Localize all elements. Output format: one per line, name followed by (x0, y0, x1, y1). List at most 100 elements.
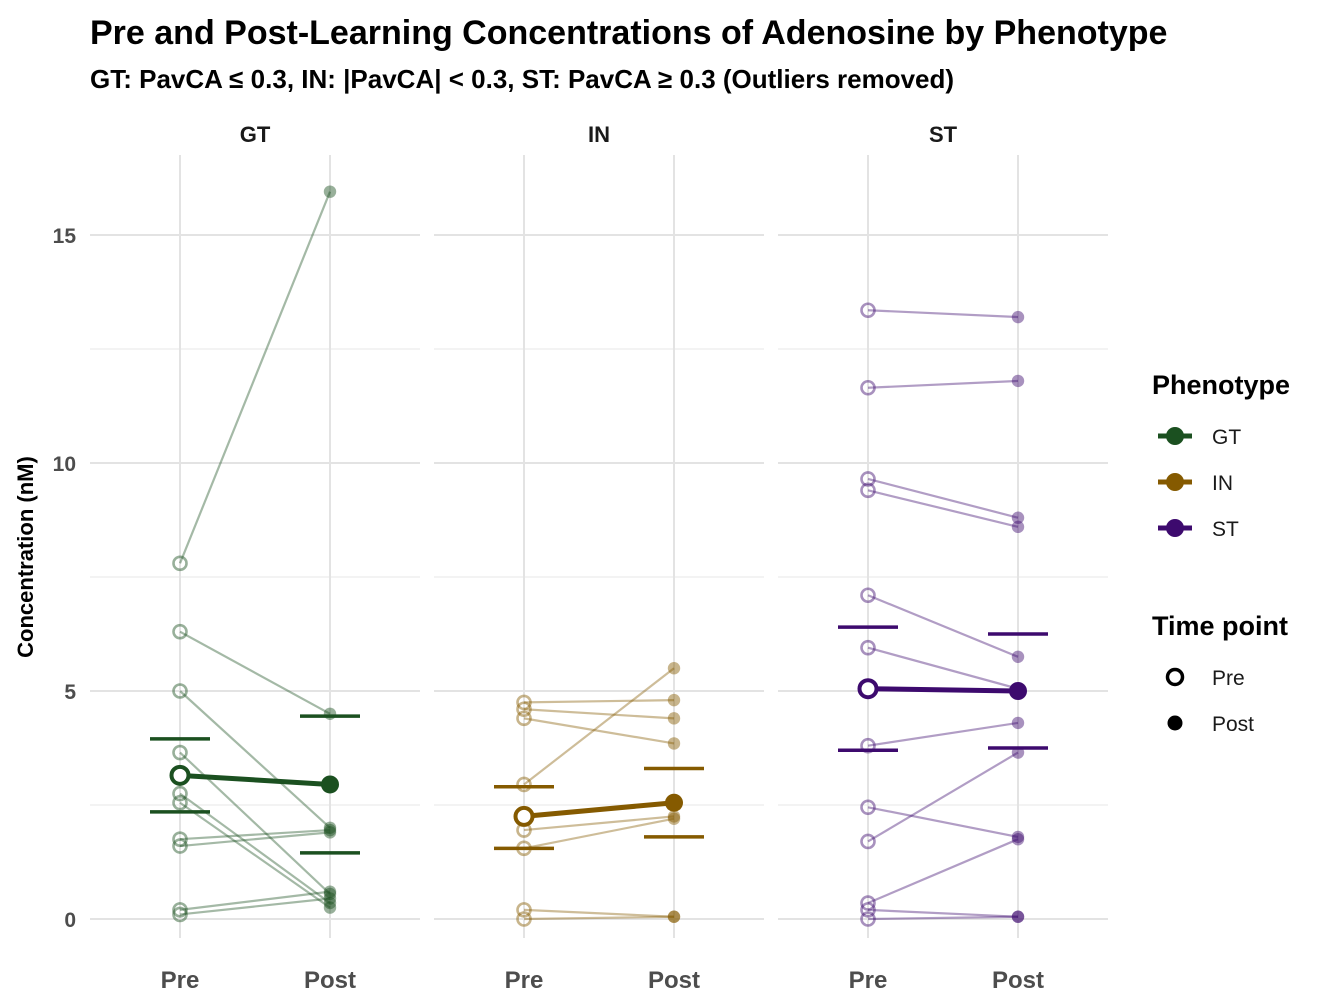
x-tick-label: Post (648, 967, 700, 994)
mean-pre-point (513, 805, 535, 827)
post-point (1011, 511, 1025, 524)
pre-point (172, 683, 188, 699)
mean-pre-point (169, 764, 191, 786)
pre-point (516, 902, 532, 918)
subject-line (867, 489, 1019, 528)
pre-point (172, 744, 188, 761)
y-tick-label: 0 (64, 909, 76, 932)
post-point (1011, 374, 1025, 388)
mean-post-point (665, 793, 683, 812)
mean-line (867, 686, 1019, 694)
pre-point (172, 785, 188, 802)
post-point (323, 892, 337, 905)
pre-point (860, 833, 876, 850)
legend-label: IN (1212, 472, 1233, 495)
legend-key-point (1166, 427, 1184, 445)
pre-point (172, 623, 188, 640)
subject-line (867, 646, 1019, 690)
post-point (323, 885, 337, 898)
subject-line (867, 594, 1019, 658)
post-point (323, 901, 337, 914)
subject-line (179, 690, 331, 829)
post-point (667, 810, 681, 823)
subject-line (179, 831, 331, 848)
post-point (667, 737, 681, 750)
legend-title-phenotype: Phenotype (1152, 370, 1290, 400)
subject-line (179, 897, 331, 916)
post-point (1011, 716, 1025, 730)
subject-line (867, 806, 1019, 838)
subject-line (523, 915, 675, 921)
mean-post-point (321, 775, 339, 794)
subject-line (179, 890, 331, 911)
subject-line (867, 309, 1019, 319)
panel-gt: GT Pre Post (90, 122, 420, 994)
y-tick-label: 5 (64, 681, 76, 704)
chart-subtitle: GT: PavCA ≤ 0.3, IN: |PavCA| < 0.3, ST: … (90, 64, 954, 94)
subject-line (179, 801, 331, 909)
post-point (667, 693, 681, 707)
subject-line (867, 915, 1019, 921)
pre-point (172, 794, 188, 811)
subject-line (179, 630, 331, 715)
legend-title-time-point: Time point (1152, 611, 1288, 641)
subject-line (867, 379, 1019, 389)
post-point (323, 821, 337, 834)
pre-point (516, 710, 532, 727)
mean-line (179, 772, 331, 787)
post-point (1011, 830, 1025, 844)
pre-point (172, 555, 188, 572)
y-axis-ticks: 0 5 10 15 (53, 225, 77, 932)
subject-line (179, 792, 331, 904)
post-point (323, 185, 337, 198)
pre-point (860, 482, 876, 499)
post-point (1011, 833, 1025, 846)
legend-item-post: Post (1167, 713, 1254, 736)
mean-pre-point (857, 678, 879, 700)
mean-line (523, 800, 675, 819)
x-tick-label: Pre (161, 967, 200, 994)
subject-line (867, 838, 1019, 905)
legend-label: ST (1212, 518, 1239, 541)
open-circle-icon (1165, 667, 1185, 687)
facet-label: ST (929, 122, 958, 147)
pre-point (860, 799, 876, 816)
x-tick-label: Pre (505, 967, 544, 994)
facet-panels: GT Pre Post IN Pre Post ST Pre Post 0 5 10 15 (53, 122, 1108, 994)
post-point (667, 712, 681, 725)
post-point (323, 896, 337, 910)
legend-item-in: IN (1158, 472, 1233, 495)
panel-st: ST Pre Post (778, 122, 1108, 994)
subject-line (523, 699, 675, 704)
pre-point (516, 776, 532, 793)
legend-label: Pre (1212, 667, 1245, 690)
pre-point (860, 737, 876, 754)
pre-point (172, 838, 188, 854)
pre-point (172, 831, 188, 848)
post-point (667, 662, 681, 675)
subject-line (523, 667, 675, 786)
legend-label: Post (1212, 713, 1254, 736)
pre-point (860, 587, 876, 604)
subject-line (867, 721, 1019, 747)
legend-key-point (1166, 519, 1184, 537)
post-point (1011, 910, 1025, 923)
mean-post-point (1009, 682, 1027, 700)
pre-point (860, 895, 876, 911)
x-tick-label: Post (992, 967, 1044, 994)
chart-title: Pre and Post-Learning Concentrations of … (90, 14, 1167, 52)
facet-label: IN (588, 122, 610, 147)
post-point (667, 812, 681, 825)
post-point (323, 823, 337, 837)
pre-point (860, 911, 876, 927)
x-tick-label: Post (304, 967, 356, 994)
legend-label: GT (1212, 426, 1241, 449)
post-point (323, 887, 337, 901)
pre-point (860, 639, 876, 656)
subject-line (523, 908, 675, 918)
post-point (1011, 910, 1025, 923)
legend: Phenotype Time point GT IN ST Pre Post (1152, 370, 1290, 736)
subject-line (179, 828, 331, 841)
post-point (667, 910, 681, 923)
